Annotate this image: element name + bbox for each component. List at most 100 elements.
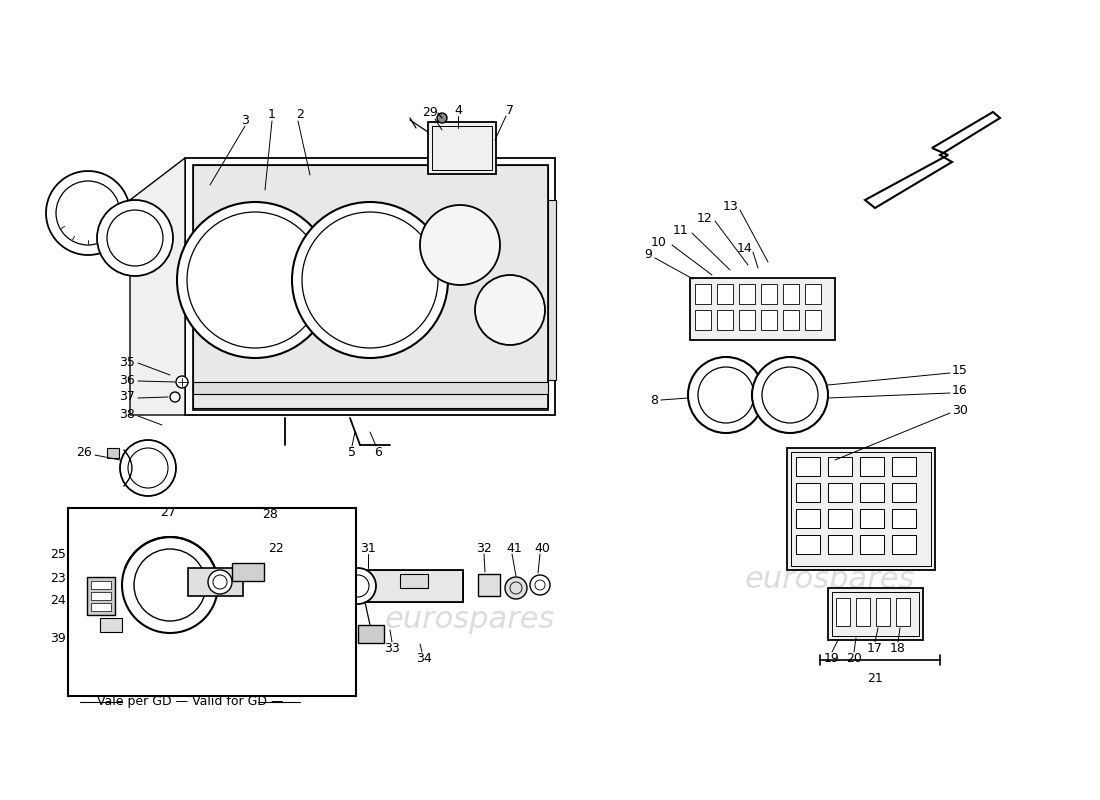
Bar [791,452,931,566]
Bar [860,509,884,528]
Circle shape [176,376,188,388]
Text: 2: 2 [296,109,304,122]
Bar [107,448,119,458]
Bar [896,598,910,626]
Circle shape [170,392,180,402]
Circle shape [97,200,173,276]
Bar [232,563,264,581]
Text: 39: 39 [51,631,66,645]
Text: 17: 17 [867,642,883,654]
Text: eurospares: eurospares [745,566,915,594]
Circle shape [437,113,447,123]
Bar [478,574,500,596]
Bar [876,598,890,626]
Text: 1: 1 [268,109,276,122]
Text: 28: 28 [262,509,278,522]
Bar [739,284,755,304]
Text: 21: 21 [867,671,883,685]
Text: 36: 36 [119,374,135,386]
Text: 12: 12 [696,211,712,225]
Text: 15: 15 [952,363,968,377]
Bar [717,284,733,304]
Bar [805,310,821,330]
Bar [428,122,496,174]
Bar [358,625,384,643]
Bar [796,535,820,554]
Bar [91,603,111,611]
Circle shape [752,357,828,433]
Text: 13: 13 [723,201,738,214]
Bar [68,508,356,696]
Text: 11: 11 [672,223,688,237]
Circle shape [475,275,544,345]
Circle shape [688,357,764,433]
Bar [832,592,918,636]
Bar [91,581,111,589]
Bar [796,483,820,502]
Text: 38: 38 [119,409,135,422]
Bar [786,448,935,570]
Bar [860,457,884,476]
Circle shape [177,202,333,358]
Bar [695,284,711,304]
Circle shape [420,205,500,285]
Circle shape [208,570,232,594]
Bar [91,592,111,600]
Polygon shape [865,112,1000,208]
Bar [796,457,820,476]
Text: 40: 40 [535,542,550,554]
Bar [892,535,916,554]
Circle shape [340,568,376,604]
Text: eurospares: eurospares [190,241,470,289]
Text: 33: 33 [384,642,400,654]
Text: 14: 14 [736,242,752,254]
Text: 31: 31 [360,542,376,554]
Bar [836,598,850,626]
Bar [828,457,852,476]
Polygon shape [185,158,556,415]
Text: 4: 4 [454,103,462,117]
Bar [828,509,852,528]
Polygon shape [130,158,185,415]
Text: eurospares: eurospares [100,601,271,630]
Text: 10: 10 [651,235,667,249]
Bar [717,310,733,330]
Text: eurospares: eurospares [385,606,556,634]
Bar [860,483,884,502]
Text: 8: 8 [650,394,658,406]
Text: 37: 37 [119,390,135,403]
Text: 30: 30 [952,403,968,417]
Bar [690,278,835,340]
Text: 41: 41 [506,542,521,554]
Bar [761,284,777,304]
Bar [87,577,116,615]
Bar [860,535,884,554]
Text: Vale per GD — Valid for GD —: Vale per GD — Valid for GD — [97,695,284,709]
Bar [783,284,799,304]
Text: 16: 16 [952,383,968,397]
Bar [828,483,852,502]
Bar [892,509,916,528]
Bar [739,310,755,330]
Bar [400,574,428,588]
Text: 19: 19 [824,651,840,665]
Text: 32: 32 [476,542,492,554]
Circle shape [120,440,176,496]
Bar [358,570,463,602]
Bar [856,598,870,626]
Text: 18: 18 [890,642,906,654]
Text: 29: 29 [422,106,438,119]
Text: 6: 6 [374,446,382,458]
Text: 26: 26 [76,446,92,458]
Circle shape [292,202,448,358]
Bar [796,509,820,528]
Bar [828,588,923,640]
Bar [188,568,243,596]
Bar [892,457,916,476]
Circle shape [530,575,550,595]
Bar [192,382,548,394]
Bar [828,535,852,554]
Bar [358,570,463,602]
Text: 27: 27 [161,506,176,518]
Text: 3: 3 [241,114,249,126]
